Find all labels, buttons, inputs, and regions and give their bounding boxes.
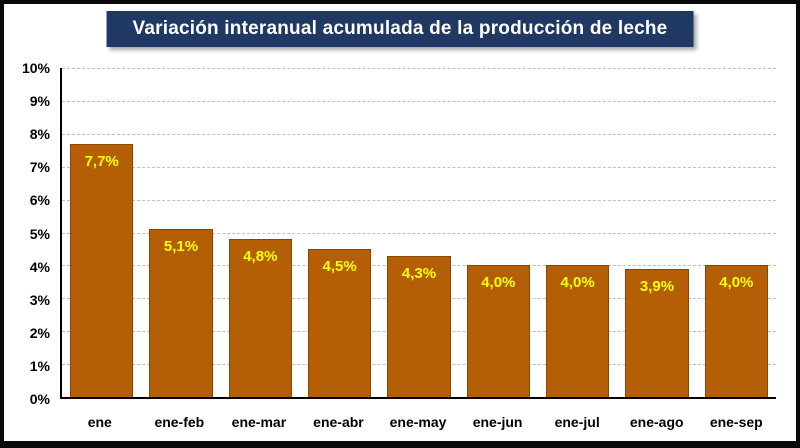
y-tick-label: 8% bbox=[29, 126, 50, 143]
bar-column-ene: 7,7% bbox=[62, 68, 141, 397]
bar-ene-sep: 4,0% bbox=[704, 265, 769, 397]
x-axis-labels: ene ene-feb ene-mar ene-abr ene-may ene-jun en… bbox=[60, 414, 776, 430]
bar-column-ene-feb: 5,1% bbox=[141, 68, 220, 397]
bar-ene-jul: 4,0% bbox=[545, 265, 610, 397]
bar-value-label: 5,1% bbox=[163, 238, 199, 256]
bar-value-label: 4,0% bbox=[481, 274, 516, 292]
bar-column-ene-sep: 4,0% bbox=[697, 68, 776, 397]
x-tick-label-ene-jul: ene-jul bbox=[554, 414, 600, 430]
bars: 7,7% 5,1% 4,8% 4,5% 4,3% 4,0% 4,0% 3,9% 4,0% bbox=[62, 68, 776, 397]
bar-value-label: 4,8% bbox=[243, 248, 278, 266]
bar-ene-feb: 5,1% bbox=[149, 229, 213, 397]
x-tick-label-ene: ene bbox=[87, 414, 112, 430]
x-tick-label-ene-jun: ene-jun bbox=[472, 414, 523, 430]
bar-ene-abr: 4,5% bbox=[307, 248, 372, 397]
bar-value-label: 4,5% bbox=[322, 257, 357, 275]
gridline bbox=[62, 68, 776, 69]
bar-column-ene-abr: 4,5% bbox=[300, 68, 379, 397]
gridline bbox=[62, 166, 776, 168]
x-tick-label-ene-may: ene-may bbox=[389, 414, 447, 430]
x-tick-label-ene-abr: ene-abr bbox=[313, 414, 364, 430]
bar-column-ene-jun: 4,0% bbox=[459, 68, 538, 397]
y-tick-label: 7% bbox=[29, 159, 50, 176]
y-tick-label: 1% bbox=[29, 357, 50, 374]
gridline bbox=[62, 100, 776, 102]
plot-area: 7,7% 5,1% 4,8% 4,5% 4,3% 4,0% 4,0% 3,9% 4,0% bbox=[60, 68, 776, 399]
bar-ene-may: 4,3% bbox=[387, 255, 451, 397]
y-tick-label: 10% bbox=[21, 60, 50, 76]
bar-value-label: 3,9% bbox=[639, 277, 675, 295]
bar-value-label: 4,0% bbox=[719, 274, 754, 292]
gridline bbox=[62, 199, 776, 201]
bar-column-ene-mar: 4,8% bbox=[221, 68, 300, 397]
bar-value-label: 4,3% bbox=[401, 264, 437, 282]
bar-ene-jun: 4,0% bbox=[466, 265, 531, 397]
gridline bbox=[62, 232, 776, 234]
y-tick-label: 0% bbox=[29, 391, 50, 407]
x-tick-label-ene-mar: ene-mar bbox=[231, 414, 287, 430]
y-tick-label: 4% bbox=[29, 258, 50, 275]
bar-column-ene-ago: 3,9% bbox=[617, 68, 696, 397]
x-tick-label-ene-feb: ene-feb bbox=[154, 414, 205, 430]
x-tick-label-ene-ago: ene-ago bbox=[629, 414, 684, 430]
bar-column-ene-jul: 4,0% bbox=[538, 68, 617, 397]
bar-value-label: 7,7% bbox=[84, 152, 119, 170]
chart-title: Variación interanual acumulada de la pro… bbox=[106, 11, 694, 47]
y-tick-label: 6% bbox=[29, 192, 50, 209]
x-tick-label-ene-sep: ene-sep bbox=[709, 414, 763, 430]
y-tick-label: 9% bbox=[29, 93, 50, 110]
bar-ene-ago: 3,9% bbox=[625, 268, 689, 397]
bar-value-label: 4,0% bbox=[560, 274, 595, 292]
bar-ene: 7,7% bbox=[69, 143, 134, 397]
y-axis: 0% 1% 2% 3% 4% 5% 6% 7% 8% 9% 10% bbox=[4, 60, 58, 407]
y-tick-label: 3% bbox=[29, 291, 50, 308]
y-tick-label: 2% bbox=[29, 324, 50, 341]
y-tick-label: 5% bbox=[29, 225, 50, 242]
bar-column-ene-may: 4,3% bbox=[379, 68, 458, 397]
bar-ene-mar: 4,8% bbox=[228, 239, 293, 397]
gridline bbox=[62, 133, 776, 135]
